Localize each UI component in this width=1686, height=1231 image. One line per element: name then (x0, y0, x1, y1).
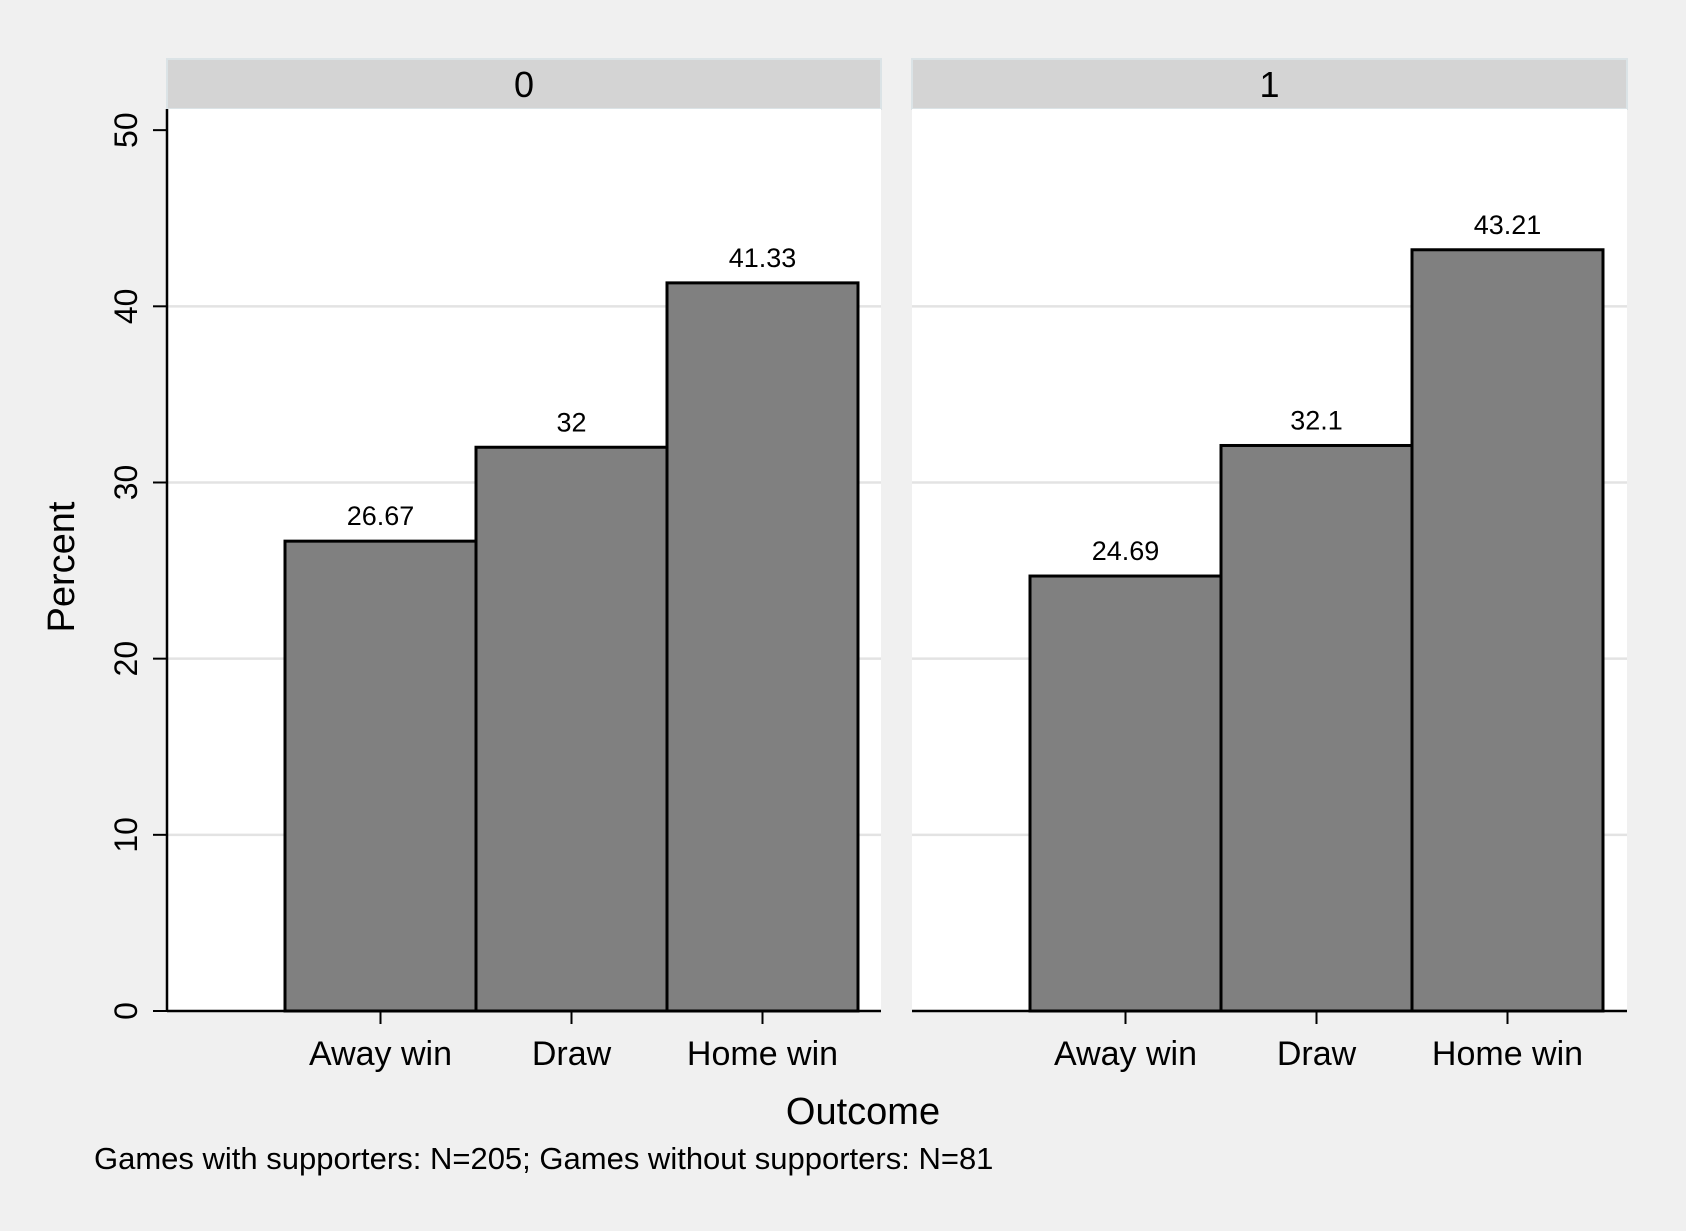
panel-1: 1 24.69 Away win 32.1 Draw 43.21 Home win (911, 58, 1628, 1073)
y-tick-label: 50 (108, 112, 144, 148)
x-tick-label: Away win (1054, 1035, 1197, 1073)
chart-note: Games with supporters: N=205; Games with… (94, 1141, 993, 1176)
x-tick-label: Home win (1432, 1035, 1583, 1073)
x-tick-label: Home win (687, 1035, 838, 1073)
x-axis-title: Outcome (786, 1091, 940, 1133)
bar (474, 445, 669, 1013)
x-tick-label: Draw (532, 1035, 612, 1073)
y-tick-label: 30 (108, 465, 144, 501)
bar-value-label: 41.33 (729, 243, 797, 273)
panels-layer: 0 26.67 Away win 32 Draw 41.33 Home win 0 10 20 30… (108, 58, 1628, 1073)
panel-0: 0 26.67 Away win 32 Draw 41.33 Home win 0 10 20 30… (108, 58, 882, 1073)
bar (665, 281, 860, 1013)
panel-header-label: 1 (1259, 64, 1279, 105)
bar-value-label: 32.1 (1290, 405, 1343, 435)
y-axis-title: Percent (41, 501, 83, 632)
bar-value-label: 26.67 (347, 501, 415, 531)
bar-value-label: 24.69 (1092, 536, 1160, 566)
panel-header-label: 0 (514, 64, 534, 105)
bar (283, 539, 478, 1013)
y-tick-label: 0 (108, 1002, 144, 1020)
bar (1219, 443, 1414, 1013)
bar-value-label: 43.21 (1474, 210, 1542, 240)
bar (1028, 574, 1223, 1013)
y-tick-label: 10 (108, 817, 144, 853)
bar-value-label: 32 (556, 407, 586, 437)
panel-header (911, 58, 1628, 110)
y-tick-label: 20 (108, 641, 144, 677)
bar (1410, 248, 1605, 1013)
y-tick-label: 40 (108, 289, 144, 325)
x-tick-label: Away win (309, 1035, 452, 1073)
x-tick-label: Draw (1277, 1035, 1357, 1073)
panel-header (166, 58, 882, 110)
